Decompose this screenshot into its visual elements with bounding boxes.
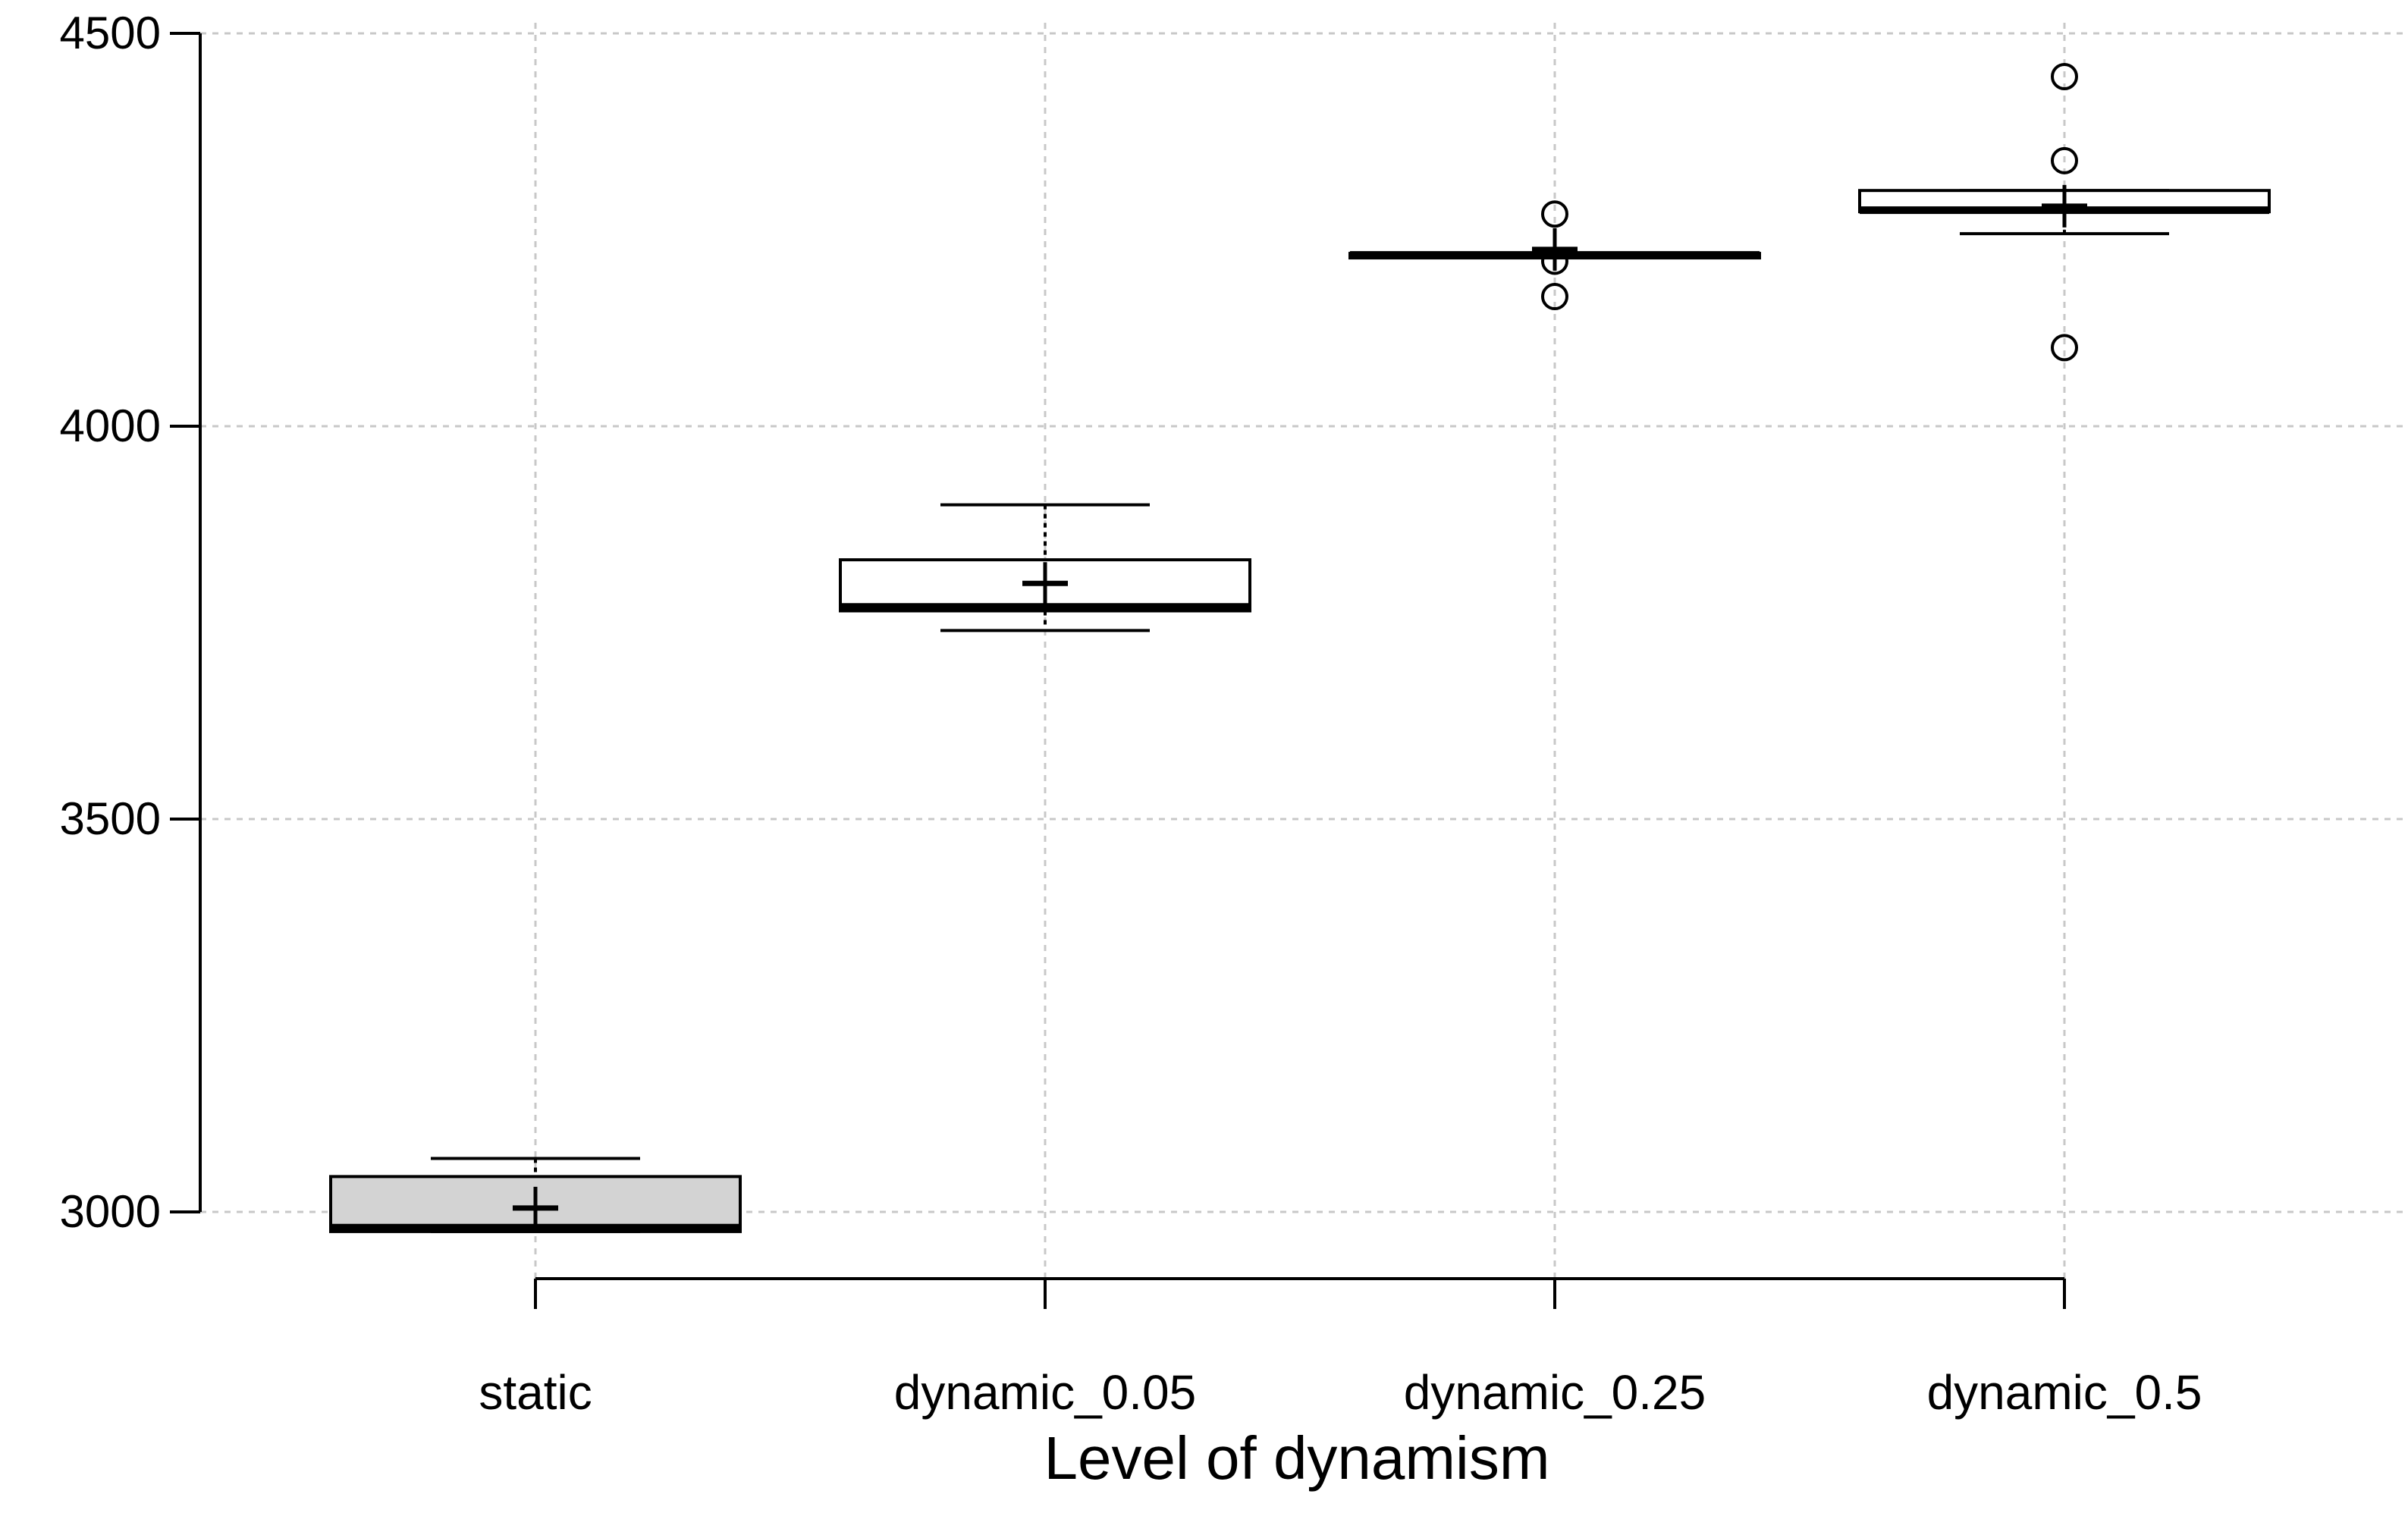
x-tick-label: static	[479, 1365, 592, 1420]
y-tick-label: 4500	[60, 8, 161, 58]
outlier-point	[1541, 247, 1568, 275]
outlier-point	[1541, 200, 1568, 228]
x-tick-label: dynamic_0.25	[1404, 1365, 1706, 1420]
outlier-point	[2051, 334, 2078, 362]
x-axis: static dynamic_0.05 dynamic_0.25 dynamic_0.…	[479, 1277, 2202, 1420]
y-axis: 3000 3500 4000 4500	[60, 8, 202, 1237]
x-tick-label: dynamic_0.05	[894, 1365, 1196, 1420]
x-tick-label: dynamic_0.5	[1927, 1365, 2202, 1420]
outlier-point	[2051, 146, 2078, 174]
y-tick-label: 4000	[60, 400, 161, 451]
boxes	[329, 62, 2271, 1233]
box-dynamic_0.5	[1858, 62, 2271, 362]
outlier-point	[2051, 62, 2078, 90]
x-axis-title: Level of dynamism	[1044, 1424, 1550, 1492]
outlier-point	[1541, 283, 1568, 311]
box-dynamic_0.25	[1348, 200, 1761, 311]
y-tick-label: 3000	[60, 1186, 161, 1237]
box-dynamic_0.05	[839, 503, 1251, 633]
y-tick-label: 3500	[60, 793, 161, 844]
box-static	[329, 1157, 742, 1233]
